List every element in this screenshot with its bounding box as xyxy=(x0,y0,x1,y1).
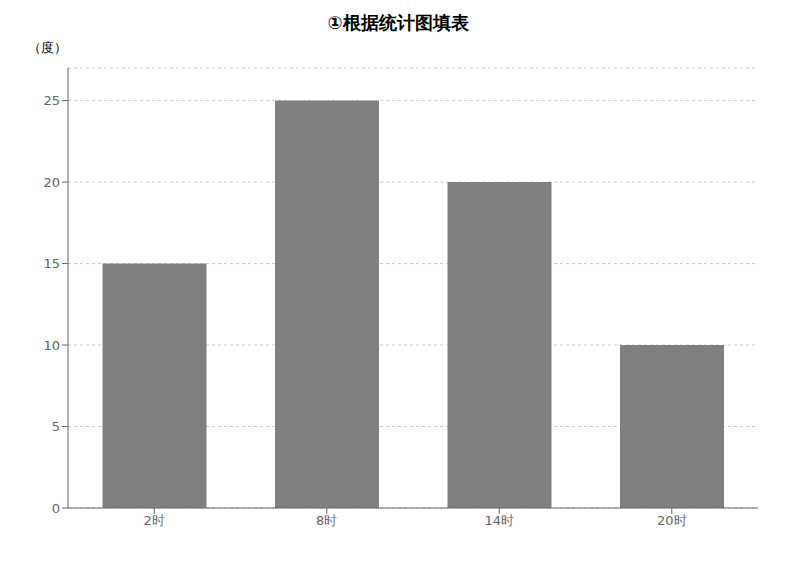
html-text:（度）: （度） xyxy=(28,40,67,55)
svg-text:25: 25 xyxy=(43,93,60,108)
svg-text:2时: 2时 xyxy=(144,513,165,528)
svg-text:5: 5 xyxy=(52,419,60,434)
svg-text:15: 15 xyxy=(43,256,60,271)
svg-text:8时: 8时 xyxy=(316,513,337,528)
svg-text:20: 20 xyxy=(43,175,60,190)
svg-text:20时: 20时 xyxy=(657,513,687,528)
svg-text:14时: 14时 xyxy=(484,513,514,528)
html-text:①根据统计图填表: ①根据统计图填表 xyxy=(327,12,469,33)
svg-text:0: 0 xyxy=(52,501,60,516)
svg-text:10: 10 xyxy=(43,338,60,353)
